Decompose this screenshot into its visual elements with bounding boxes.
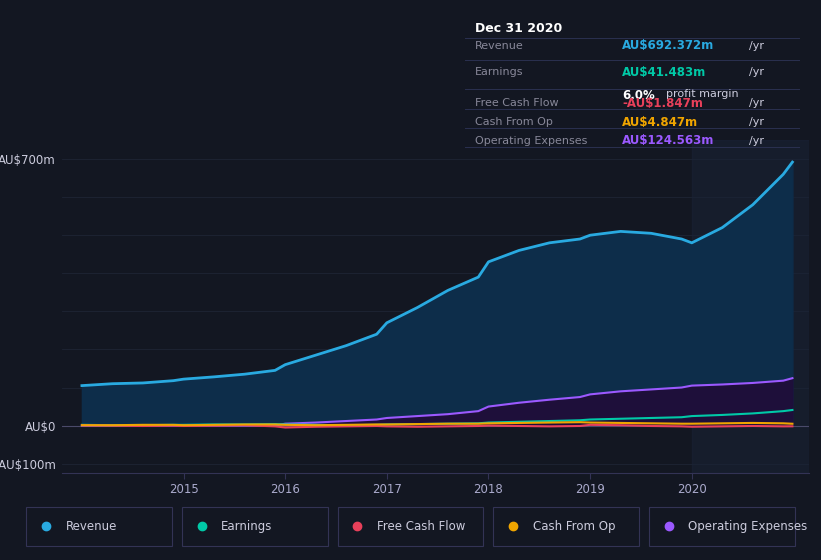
Text: AU$4.847m: AU$4.847m	[622, 115, 698, 129]
Text: Cash From Op: Cash From Op	[533, 520, 615, 533]
Text: AU$124.563m: AU$124.563m	[622, 134, 714, 147]
Text: /yr: /yr	[750, 67, 764, 77]
Text: AU$41.483m: AU$41.483m	[622, 66, 706, 79]
Bar	[692, 140, 809, 473]
Text: Revenue: Revenue	[66, 520, 117, 533]
Text: /yr: /yr	[750, 99, 764, 108]
Text: 6.0%: 6.0%	[622, 89, 655, 102]
Text: Dec 31 2020: Dec 31 2020	[475, 22, 562, 35]
Text: -AU$1.847m: -AU$1.847m	[622, 97, 703, 110]
Text: Cash From Op: Cash From Op	[475, 117, 553, 127]
Text: Operating Expenses: Operating Expenses	[688, 520, 808, 533]
Text: /yr: /yr	[750, 117, 764, 127]
Text: Revenue: Revenue	[475, 40, 524, 50]
Text: Operating Expenses: Operating Expenses	[475, 136, 587, 146]
Text: Earnings: Earnings	[475, 67, 523, 77]
Text: AU$692.372m: AU$692.372m	[622, 39, 714, 52]
Text: /yr: /yr	[750, 136, 764, 146]
Text: /yr: /yr	[750, 40, 764, 50]
Text: Free Cash Flow: Free Cash Flow	[377, 520, 466, 533]
Text: Free Cash Flow: Free Cash Flow	[475, 99, 558, 108]
Text: profit margin: profit margin	[666, 89, 738, 99]
Text: Earnings: Earnings	[222, 520, 273, 533]
